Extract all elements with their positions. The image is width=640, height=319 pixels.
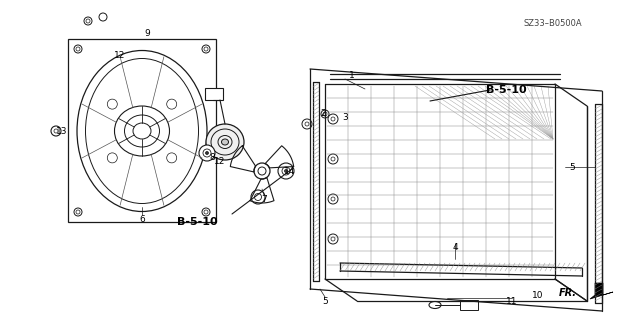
- Circle shape: [74, 45, 82, 53]
- Circle shape: [321, 110, 329, 118]
- Circle shape: [328, 154, 338, 164]
- Circle shape: [285, 169, 287, 173]
- Text: 11: 11: [506, 298, 518, 307]
- Text: 12: 12: [115, 50, 125, 60]
- Text: 6: 6: [139, 214, 145, 224]
- Text: 14: 14: [284, 167, 296, 176]
- Ellipse shape: [429, 301, 441, 308]
- Circle shape: [205, 152, 209, 154]
- Text: 5: 5: [569, 162, 575, 172]
- Text: 3: 3: [342, 114, 348, 122]
- Circle shape: [166, 153, 177, 163]
- Text: 1: 1: [349, 70, 355, 79]
- Text: 7: 7: [261, 195, 267, 204]
- Circle shape: [328, 234, 338, 244]
- Circle shape: [99, 13, 107, 21]
- Polygon shape: [590, 283, 613, 299]
- Text: 9: 9: [144, 28, 150, 38]
- Circle shape: [202, 45, 210, 53]
- Circle shape: [166, 99, 177, 109]
- Circle shape: [328, 114, 338, 124]
- Circle shape: [202, 208, 210, 216]
- Text: 5: 5: [322, 296, 328, 306]
- Text: 4: 4: [452, 242, 458, 251]
- Text: SZ33–B0500A: SZ33–B0500A: [524, 19, 582, 27]
- Circle shape: [199, 145, 215, 161]
- Circle shape: [108, 99, 117, 109]
- Circle shape: [328, 194, 338, 204]
- Text: 12: 12: [214, 157, 226, 166]
- Text: B-5-10: B-5-10: [486, 85, 526, 95]
- Text: 10: 10: [532, 291, 544, 300]
- Circle shape: [108, 153, 117, 163]
- Circle shape: [51, 126, 61, 136]
- Text: 2: 2: [320, 108, 326, 117]
- Bar: [460, 300, 478, 310]
- Circle shape: [251, 190, 265, 204]
- Bar: [68, 39, 216, 222]
- Ellipse shape: [221, 139, 228, 145]
- Circle shape: [278, 163, 294, 179]
- Circle shape: [254, 163, 270, 179]
- Text: 13: 13: [56, 127, 68, 136]
- Text: 8: 8: [209, 152, 215, 161]
- Circle shape: [74, 208, 82, 216]
- Text: B-5-10: B-5-10: [177, 217, 218, 227]
- Circle shape: [302, 119, 312, 129]
- Text: FR.: FR.: [559, 288, 577, 298]
- Circle shape: [84, 17, 92, 25]
- Bar: [205, 88, 223, 100]
- Ellipse shape: [206, 124, 244, 160]
